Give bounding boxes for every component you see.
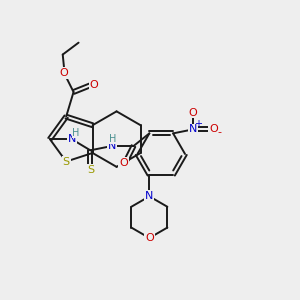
Text: O: O [189,108,197,118]
Text: -: - [218,128,222,137]
Text: S: S [63,157,70,166]
Text: O: O [209,124,218,134]
Text: N: N [189,124,197,134]
Text: H: H [72,128,79,138]
Text: H: H [109,134,116,144]
Text: N: N [145,191,154,201]
Text: O: O [59,68,68,78]
Text: O: O [145,233,154,243]
Text: N: N [68,134,76,144]
Text: N: N [145,191,154,201]
Text: N: N [107,141,116,151]
Text: +: + [194,119,202,130]
Text: O: O [119,158,128,168]
Text: S: S [87,165,94,175]
Text: O: O [90,80,98,90]
